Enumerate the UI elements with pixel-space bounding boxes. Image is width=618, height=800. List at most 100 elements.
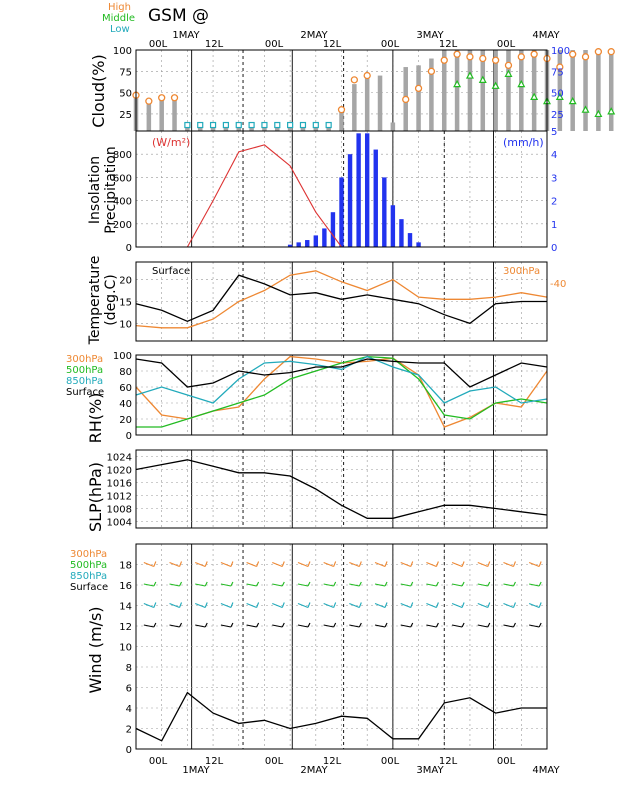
wind-barb [323, 583, 334, 587]
cloud-legend-high: High [108, 2, 131, 13]
cloud-total-bar [377, 75, 383, 131]
temp-ytick: 20 [119, 276, 132, 287]
wind-barb [374, 602, 386, 609]
cloud-low-point [248, 121, 255, 129]
top-hour-4: 12L [323, 39, 342, 50]
cloud-middle-point [478, 75, 487, 83]
wind-barb-feather [153, 602, 157, 608]
cloud-low-point [325, 121, 332, 129]
wind-barb-feather [384, 622, 388, 628]
temp-right-tick: -40 [550, 279, 566, 290]
rh-line-1 [136, 355, 548, 428]
precip-bar [390, 205, 396, 247]
wind-barb-feather [358, 602, 362, 608]
wind-barb [143, 602, 155, 609]
cloud-total-bar [339, 109, 344, 131]
cloud-panel: High Middle Low Cloud(%) [89, 2, 135, 128]
slp-ytick: 1008 [107, 505, 132, 516]
slp-ytick: 1016 [107, 479, 132, 490]
cloud-total-bar [519, 50, 524, 131]
cloud-middle-point [517, 79, 526, 88]
bottom-hour-labels: 00L 12L 00L 12L 00L 12L 00L [149, 756, 516, 767]
wind-barb-feather [538, 561, 542, 567]
slp-line [135, 459, 548, 519]
wind-barb-feather [307, 602, 311, 608]
cloud-total-bar [416, 65, 421, 131]
precip-bar [364, 133, 370, 247]
precip-bar [356, 133, 361, 247]
cloud-total-bar [480, 50, 486, 131]
cloud-middle-point [465, 71, 474, 79]
wind-barb [143, 624, 154, 628]
top-hour-labels: 00L 12L 00L 12L 00L 12L 00L [149, 39, 516, 50]
wind-ytick: 2 [126, 725, 132, 736]
wind-barb-feather [410, 602, 414, 608]
wind-barb-feather [487, 602, 491, 608]
wind-barb-feather [384, 581, 388, 587]
cloud-low-point [274, 121, 281, 129]
temp-frame [135, 261, 548, 342]
precip-bar [305, 240, 310, 247]
cloud-high-point [581, 53, 590, 61]
wind-barb-feather [538, 581, 542, 587]
wind-ytick: 18 [119, 561, 132, 572]
top-hour-6: 12L [439, 39, 458, 50]
temperature-panel: Surface 300hPa -40 Temperature (deg.C) [87, 256, 566, 346]
precip-ylabel: Precipitation [103, 146, 119, 234]
wind-barb [477, 624, 488, 628]
wind-barb [503, 583, 514, 587]
wind-barb-feather [512, 602, 516, 608]
wind-ytick: 10 [119, 643, 132, 654]
top-hour-3: 00L [265, 39, 284, 50]
wind-barb-feather [281, 622, 285, 628]
cloud-high-point [145, 97, 153, 105]
cloud-middle-point [555, 92, 564, 100]
bottom-date-3: 3MAY [416, 765, 444, 776]
wind-barb-feather [307, 581, 311, 587]
wind-barb [323, 624, 334, 628]
wind-barb [477, 583, 488, 587]
wind-barb [220, 624, 232, 628]
cloud-high-point [530, 50, 538, 58]
top-date-4: 4MAY [532, 30, 560, 41]
wind-barb-feather [333, 622, 337, 628]
cloud-high-point [453, 50, 461, 58]
bottom-hour-6: 12L [439, 756, 458, 767]
temp-ytick: 15 [119, 298, 132, 309]
rh-ytick: 40 [119, 399, 132, 410]
wind-ylabel: Wind (m/s) [86, 606, 105, 693]
wind-barb [349, 602, 360, 609]
cloud-high-point [607, 48, 615, 56]
wind-barb-feather [179, 622, 183, 628]
cloud-total-bar [557, 50, 563, 131]
wind-barb-feather [512, 561, 516, 567]
rh-frame [135, 354, 548, 436]
wind-ytick: 0 [126, 745, 132, 756]
wind-barb [374, 583, 386, 587]
wind-barb-feather [179, 561, 183, 567]
slp-frame [135, 449, 548, 529]
cloud-low-point [299, 121, 307, 129]
chart-title: GSM @ [148, 6, 209, 26]
cloud-low-point [197, 121, 204, 129]
cloud-middle-point [581, 105, 590, 113]
cloud-high-point [427, 67, 436, 75]
wind-barb [169, 624, 180, 628]
wind-barb-feather [281, 561, 285, 567]
precip-bar [296, 242, 301, 247]
rh-ytick: 20 [119, 415, 132, 426]
rh-ytick: 100 [113, 351, 132, 362]
bottom-date-labels: 1MAY 2MAY 3MAY 4MAY [182, 765, 560, 776]
wind-barb-feather [230, 581, 234, 587]
cloud-high-point [594, 48, 603, 56]
wind-barb-feather [179, 602, 183, 608]
wind-barb [400, 561, 411, 568]
insol-ytick: 0 [126, 243, 132, 254]
wind-barb [195, 583, 206, 587]
slp-panel: SLP(hPa) [86, 462, 105, 532]
wind-barb-feather [281, 602, 285, 608]
precip-bar [399, 219, 404, 247]
wind-barb [272, 583, 283, 587]
cloud-middle-point [568, 96, 577, 105]
wind-barb [426, 602, 437, 609]
